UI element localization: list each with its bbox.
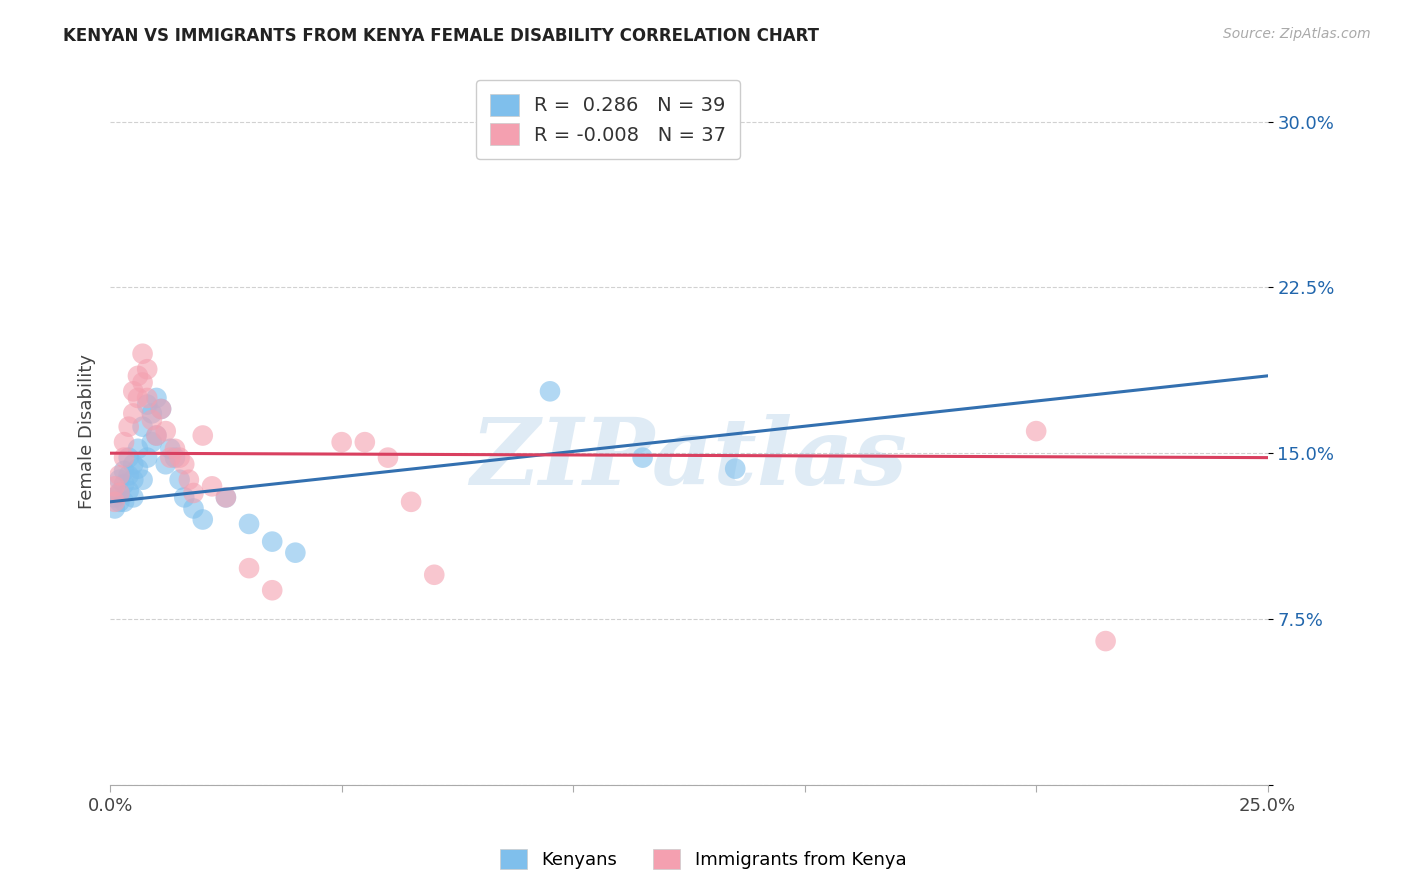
Text: KENYAN VS IMMIGRANTS FROM KENYA FEMALE DISABILITY CORRELATION CHART: KENYAN VS IMMIGRANTS FROM KENYA FEMALE D… xyxy=(63,27,820,45)
Point xyxy=(145,428,167,442)
Point xyxy=(118,483,141,498)
Point xyxy=(136,362,159,376)
Point xyxy=(108,486,131,500)
Point xyxy=(191,428,214,442)
Text: ZIPatlas: ZIPatlas xyxy=(471,415,907,504)
Point xyxy=(1094,634,1116,648)
Point xyxy=(122,473,145,487)
Point xyxy=(141,413,163,427)
Point xyxy=(423,567,446,582)
Point xyxy=(118,419,141,434)
Point xyxy=(136,450,159,465)
Point xyxy=(122,384,145,399)
Point xyxy=(136,398,159,412)
Point xyxy=(377,450,399,465)
Point xyxy=(173,457,195,471)
Point xyxy=(131,376,153,390)
Point xyxy=(131,419,153,434)
Point xyxy=(330,435,353,450)
Point xyxy=(262,534,284,549)
Point xyxy=(145,428,167,442)
Point xyxy=(122,457,145,471)
Point xyxy=(104,501,127,516)
Point xyxy=(112,495,135,509)
Point xyxy=(159,450,181,465)
Point xyxy=(173,491,195,505)
Point xyxy=(145,391,167,405)
Point xyxy=(284,546,307,560)
Point xyxy=(108,468,131,483)
Point xyxy=(155,424,177,438)
Point xyxy=(136,391,159,405)
Point xyxy=(155,457,177,471)
Point xyxy=(183,486,205,500)
Point xyxy=(238,561,260,575)
Point xyxy=(112,450,135,465)
Point xyxy=(131,347,153,361)
Point xyxy=(150,402,173,417)
Legend: Kenyans, Immigrants from Kenya: Kenyans, Immigrants from Kenya xyxy=(491,839,915,879)
Point xyxy=(108,495,131,509)
Point xyxy=(215,491,238,505)
Point xyxy=(163,442,186,456)
Point xyxy=(127,461,149,475)
Point xyxy=(201,479,224,493)
Point xyxy=(169,450,191,465)
Point xyxy=(399,495,422,509)
Point xyxy=(159,442,181,456)
Y-axis label: Female Disability: Female Disability xyxy=(79,353,96,508)
Point xyxy=(141,435,163,450)
Point xyxy=(122,406,145,420)
Point xyxy=(122,491,145,505)
Point xyxy=(104,479,127,493)
Point xyxy=(163,450,186,465)
Point xyxy=(108,473,131,487)
Point xyxy=(104,495,127,509)
Point xyxy=(118,450,141,465)
Point xyxy=(112,477,135,491)
Text: Source: ZipAtlas.com: Source: ZipAtlas.com xyxy=(1223,27,1371,41)
Point xyxy=(112,464,135,478)
Point xyxy=(1025,424,1047,438)
Point xyxy=(191,512,214,526)
Point xyxy=(631,450,654,465)
Point xyxy=(131,473,153,487)
Point xyxy=(108,486,131,500)
Point xyxy=(183,501,205,516)
Point xyxy=(127,368,149,383)
Point xyxy=(353,435,375,450)
Point xyxy=(118,468,141,483)
Point xyxy=(215,491,238,505)
Point xyxy=(724,461,747,475)
Point xyxy=(112,435,135,450)
Point xyxy=(538,384,561,399)
Point xyxy=(104,491,127,505)
Point xyxy=(169,473,191,487)
Point xyxy=(177,473,200,487)
Legend: R =  0.286   N = 39, R = -0.008   N = 37: R = 0.286 N = 39, R = -0.008 N = 37 xyxy=(475,80,740,159)
Point xyxy=(150,402,173,417)
Point xyxy=(262,583,284,598)
Point xyxy=(127,391,149,405)
Point xyxy=(127,442,149,456)
Point xyxy=(141,406,163,420)
Point xyxy=(238,516,260,531)
